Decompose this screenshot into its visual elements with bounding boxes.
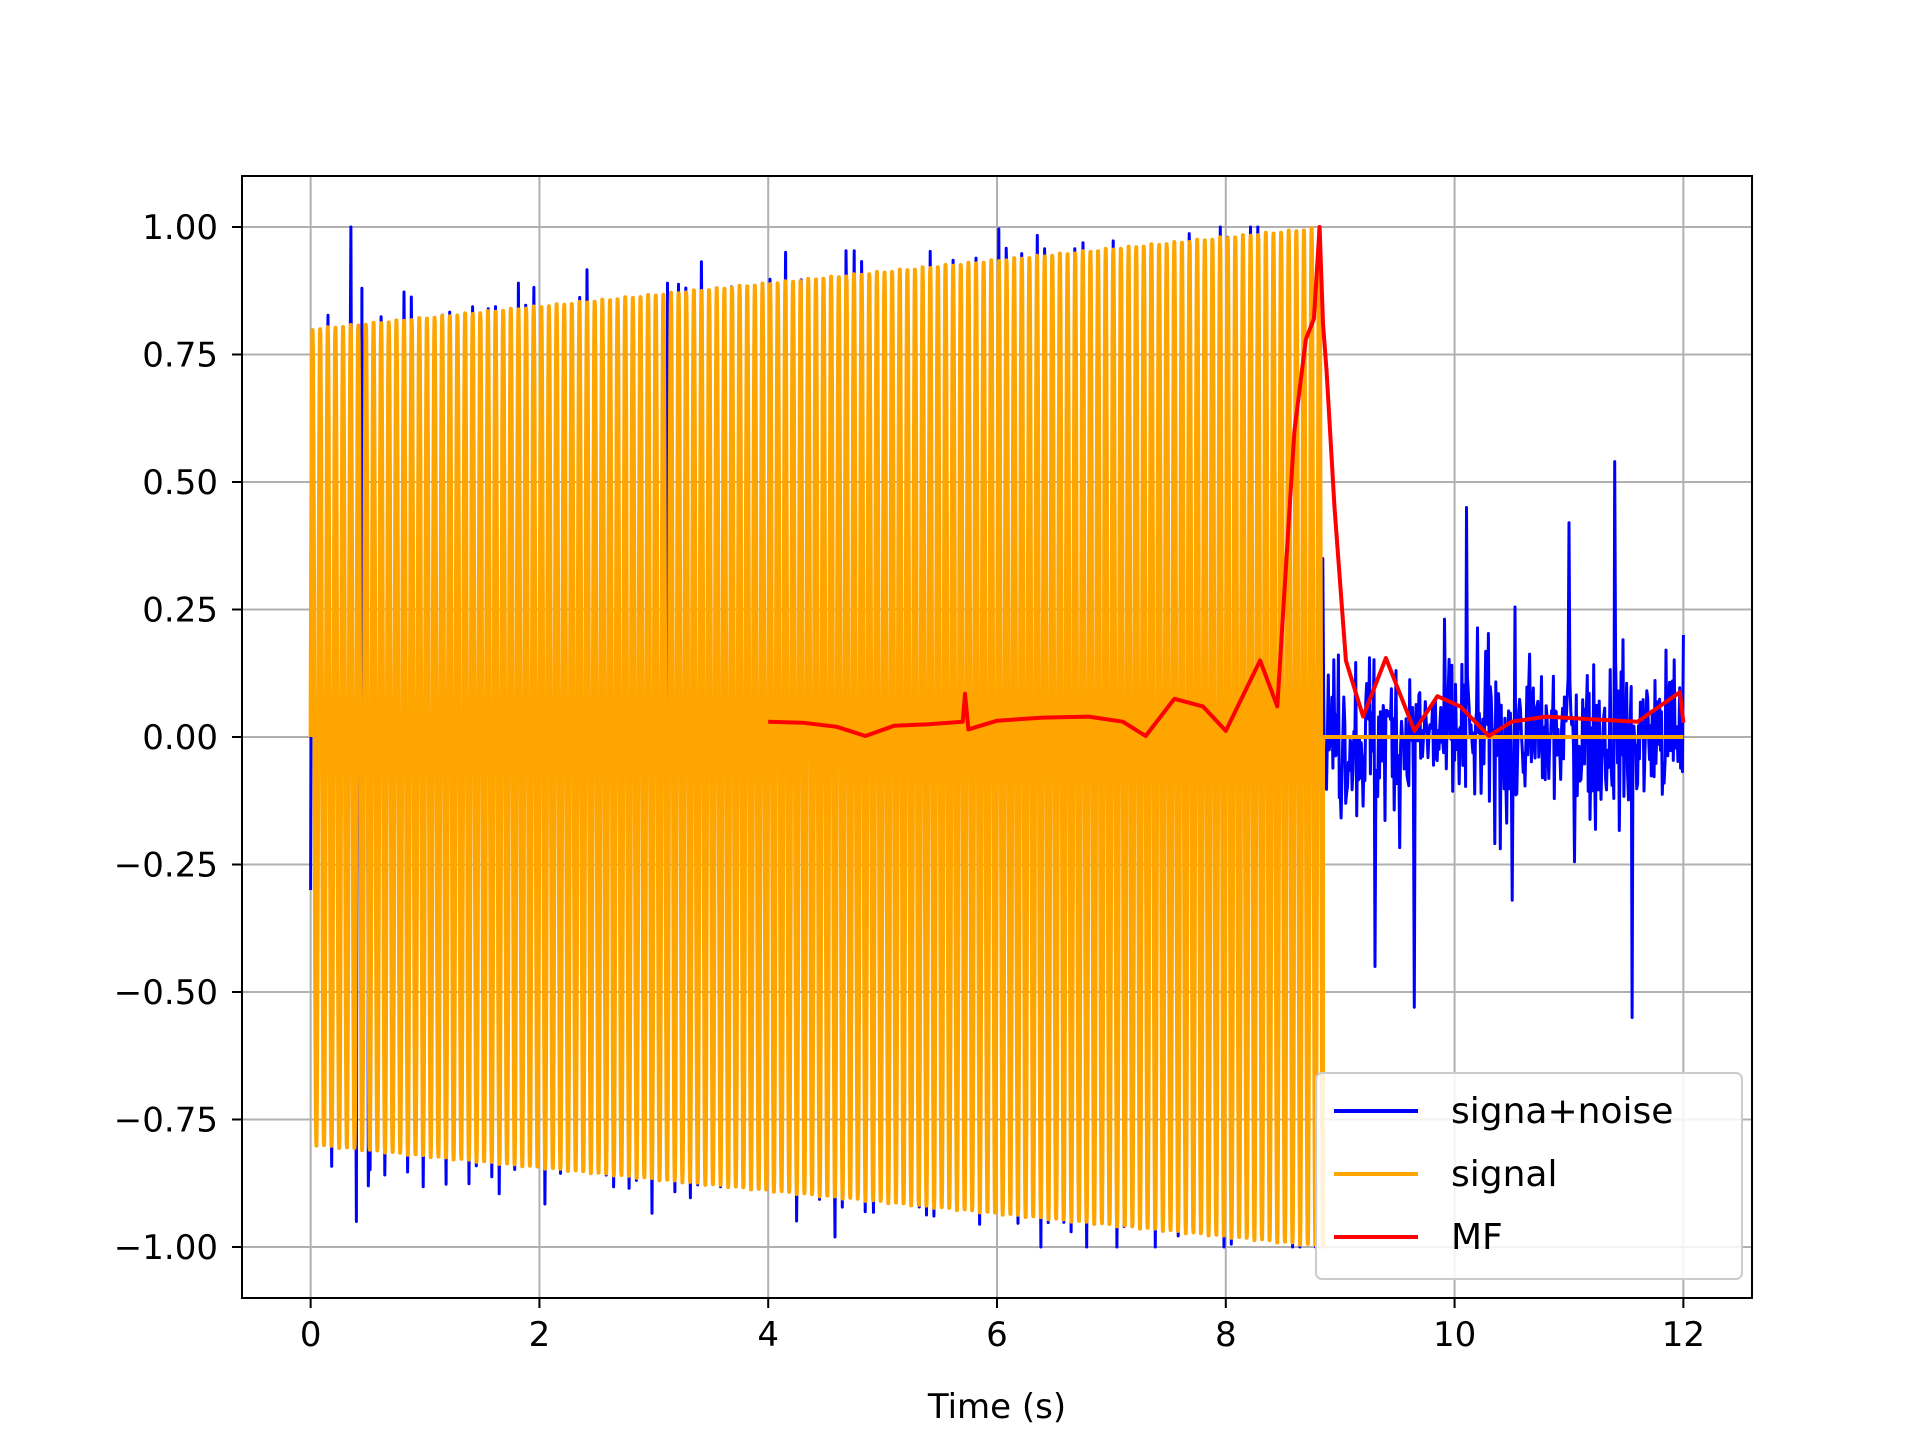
plot-clipped xyxy=(308,225,1686,1249)
y-tick-label: 0.25 xyxy=(142,591,218,631)
y-tick-label: 0.00 xyxy=(142,718,218,758)
x-tick-label: 8 xyxy=(1215,1315,1237,1355)
y-tick-label: −0.75 xyxy=(114,1101,218,1141)
plot-area xyxy=(308,225,1686,1249)
y-tick-label: 1.00 xyxy=(142,208,218,248)
y-tick-label: −0.50 xyxy=(114,973,218,1013)
x-tick-label: 12 xyxy=(1662,1315,1705,1355)
legend-label: MF xyxy=(1451,1217,1503,1258)
axis-ticks: 0 2 4 6 8 10 12 1.00 0.75 0.50 0.25 0.00 −0.25 −0.50 −… xyxy=(114,208,1705,1355)
y-tick-label: −1.00 xyxy=(114,1228,218,1268)
series-line-mf xyxy=(768,225,1686,738)
x-tick-label: 10 xyxy=(1433,1315,1476,1355)
x-axis-label: Time (s) xyxy=(927,1387,1066,1427)
legend-box xyxy=(1315,1072,1743,1280)
legend-label: signa+noise xyxy=(1451,1091,1673,1132)
legend-label: signal xyxy=(1451,1154,1558,1195)
y-tick-label: 0.50 xyxy=(142,463,218,503)
x-tick-label: 6 xyxy=(986,1315,1008,1355)
x-tick-label: 4 xyxy=(757,1315,779,1355)
series-line-signal xyxy=(308,226,1684,1249)
legend: signa+noise signal MF xyxy=(1315,1072,1743,1280)
x-tick-label: 2 xyxy=(529,1315,551,1355)
x-tick-label: 0 xyxy=(300,1315,322,1355)
y-tick-label: 0.75 xyxy=(142,336,218,376)
y-tick-label: −0.25 xyxy=(114,846,218,886)
